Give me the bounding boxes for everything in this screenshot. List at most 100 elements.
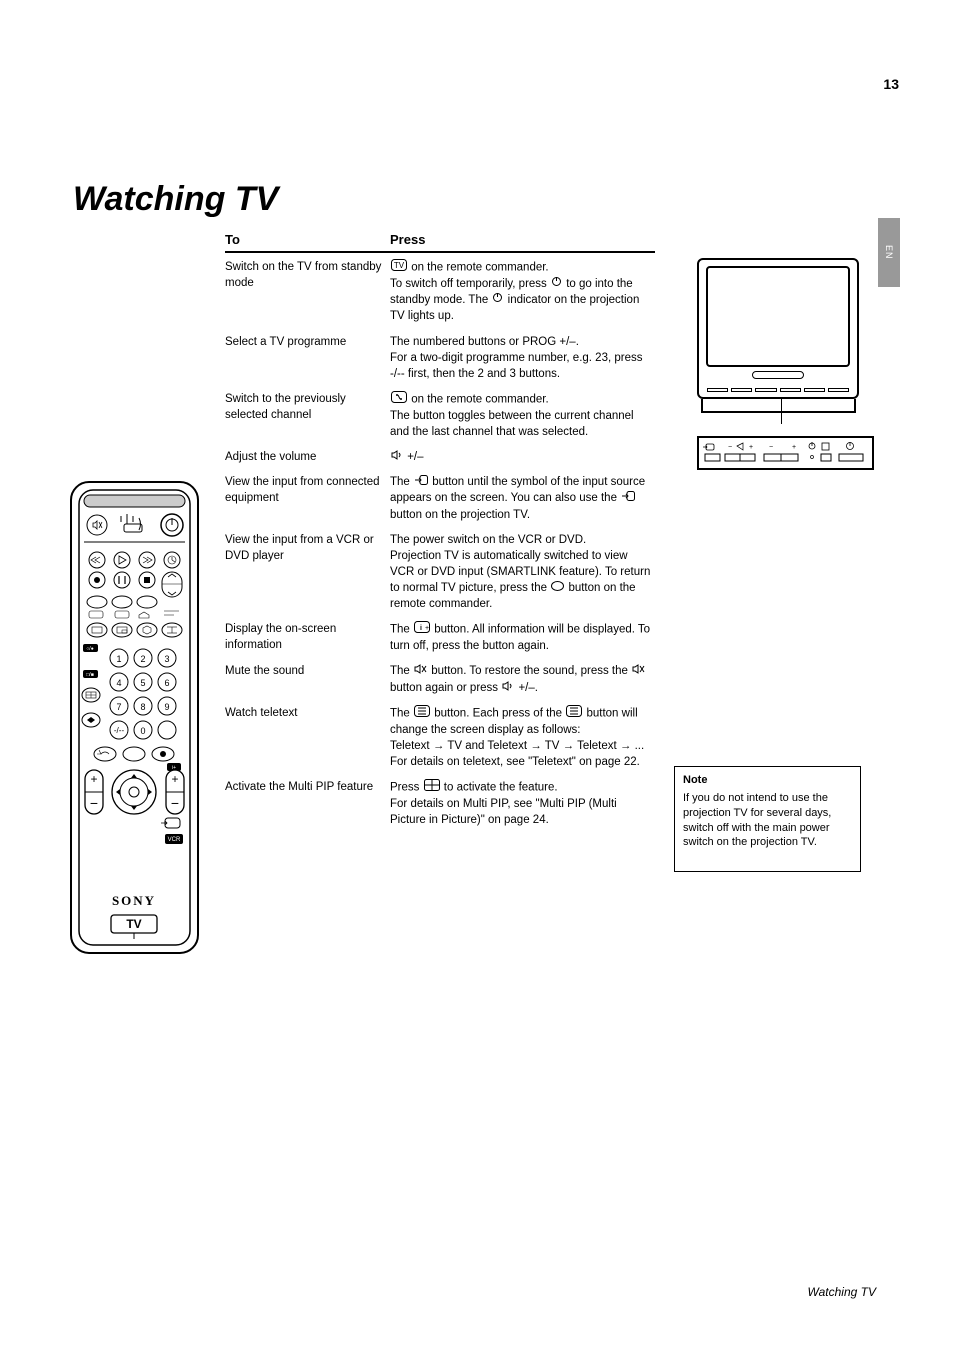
table-row: Mute the sound The button. To restore th… (225, 663, 655, 695)
row-do: Display the on-screen information (225, 621, 390, 654)
svg-text:+: + (171, 772, 178, 786)
text: The button toggles between the current c… (390, 410, 634, 438)
row-press: Press to activate the feature. For detai… (390, 779, 655, 828)
svg-text:7: 7 (116, 702, 121, 712)
table-row: Watch teletext The button. Each press of… (225, 705, 655, 770)
row-press: The button until the symbol of the input… (390, 474, 655, 522)
svg-text:TV: TV (126, 917, 141, 931)
table-row: Display the on-screen information The i+… (225, 621, 655, 654)
row-do: Adjust the volume (225, 449, 390, 465)
row-do: Watch teletext (225, 705, 390, 770)
text: on the remote commander. (408, 262, 549, 274)
text: The (390, 624, 413, 636)
svg-text:0: 0 (140, 726, 145, 736)
row-do: Switch on the TV from standby mode (225, 259, 390, 325)
text: The (390, 707, 413, 719)
panel-leader-line (781, 398, 782, 424)
jump-icon (391, 391, 407, 408)
text: Press (390, 782, 423, 794)
row-press: The numbered buttons or PROG +/–. For a … (390, 334, 655, 382)
tv-body (697, 258, 859, 399)
text: button until the symbol of the input sou… (390, 476, 645, 504)
svg-text:○/●: ○/● (86, 646, 93, 652)
svg-text:3: 3 (164, 654, 169, 664)
multipip-icon (424, 779, 440, 796)
teletext-icon (414, 705, 430, 722)
row-do: Switch to the previously selected channe… (225, 391, 390, 440)
svg-text:-/--: -/-- (114, 726, 125, 735)
table-row: Select a TV programme The numbered butto… (225, 334, 655, 382)
note-title: Note (683, 773, 852, 788)
svg-text:4: 4 (116, 678, 121, 688)
tv-on-icon: TV (391, 259, 407, 276)
text: to activate the feature. (444, 782, 558, 794)
table-row: Switch to the previously selected channe… (225, 391, 655, 440)
table-row: Switch on the TV from standby mode TV on… (225, 259, 655, 325)
svg-text:+: + (90, 772, 97, 786)
volume-icon (502, 680, 514, 696)
svg-text:−: − (769, 444, 773, 451)
header-to: To (225, 232, 390, 247)
text: button. To restore the sound, press the (431, 666, 631, 678)
note-body: If you do not intend to use the projecti… (683, 791, 852, 850)
text: The power switch on the VCR or DVD. (390, 534, 586, 546)
input-icon (621, 490, 635, 506)
svg-text:8: 8 (140, 702, 145, 712)
function-table: To Press Switch on the TV from standby m… (225, 232, 655, 837)
teletext-icon (566, 705, 582, 722)
svg-text:i: i (420, 625, 422, 632)
text: button. Each press of the (434, 707, 565, 719)
svg-text:6: 6 (164, 678, 169, 688)
note-box: Note If you do not intend to use the pro… (674, 766, 861, 872)
text: button again or press (390, 682, 501, 694)
header-press: Press (390, 232, 655, 247)
text: The (390, 666, 413, 678)
page-number: 13 (883, 76, 899, 92)
row-press: The power switch on the VCR or DVD. Proj… (390, 532, 655, 613)
text: +/– (407, 451, 423, 463)
row-press: The i+ button. All information will be d… (390, 621, 655, 654)
row-press: The button. Each press of the button wil… (390, 705, 655, 770)
svg-text:+: + (792, 444, 796, 451)
text: For a two-digit programme number, e.g. 2… (390, 352, 642, 380)
text: The numbered buttons or PROG +/–. (390, 336, 579, 348)
table-header: To Press (225, 232, 655, 253)
tv-illustration: − + − + (697, 258, 874, 470)
svg-text:□/■: □/■ (86, 672, 93, 678)
table-row: Activate the Multi PIP feature Press to … (225, 779, 655, 828)
tv-stand (701, 399, 856, 413)
svg-text:5: 5 (140, 678, 145, 688)
control-panel: − + − + (697, 436, 874, 470)
table-row: View the input from a VCR or DVD player … (225, 532, 655, 613)
volume-icon (391, 449, 403, 465)
page-title: Watching TV (73, 180, 278, 219)
tv-button-icon (551, 580, 564, 596)
svg-text:+: + (425, 625, 429, 632)
table-row: View the input from connected equipment … (225, 474, 655, 522)
footer-text: Watching TV (808, 1285, 876, 1299)
text: To switch off temporarily, press (390, 278, 550, 290)
mute-icon (414, 663, 427, 679)
text: on the remote commander. (411, 393, 548, 405)
text: The (390, 476, 413, 488)
text: For details on Multi PIP, see "Multi PIP… (390, 798, 617, 826)
remote-control-illustration: ○/● □/■ 1 2 3 4 5 6 7 8 9 -/-- 0 i+ + (69, 480, 200, 955)
row-do: Mute the sound (225, 663, 390, 695)
svg-text:VCR: VCR (168, 837, 181, 843)
svg-text:2: 2 (140, 654, 145, 664)
svg-text:SONY: SONY (112, 893, 156, 908)
row-press: on the remote commander. The button togg… (390, 391, 655, 440)
row-do: View the input from a VCR or DVD player (225, 532, 390, 613)
svg-text:+: + (749, 444, 753, 451)
row-do: View the input from connected equipment (225, 474, 390, 522)
svg-text:TV: TV (394, 261, 405, 270)
svg-text:1: 1 (116, 654, 121, 664)
text: Teletext → TV and Teletext → TV → Telete… (390, 740, 644, 752)
info-icon: i+ (414, 621, 430, 638)
row-press: TV on the remote commander. To switch of… (390, 259, 655, 325)
standby-icon (492, 292, 503, 308)
input-icon (414, 474, 428, 490)
standby-icon (551, 276, 562, 292)
svg-text:−: − (728, 444, 732, 451)
row-press: The button. To restore the sound, press … (390, 663, 655, 695)
